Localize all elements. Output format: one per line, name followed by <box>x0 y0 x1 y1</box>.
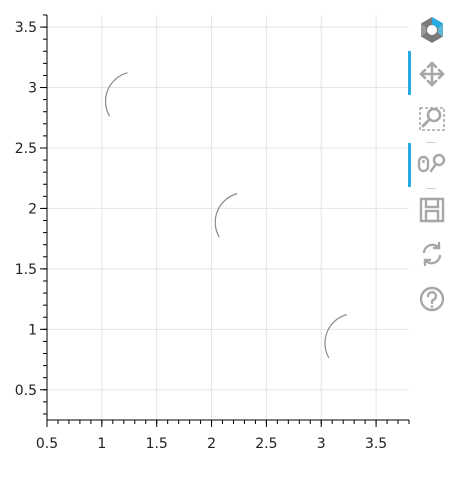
wheel-zoom-icon[interactable] <box>412 143 452 183</box>
toolbar-divider <box>426 142 436 143</box>
y-tick-label: 3 <box>28 81 37 97</box>
reset-arrows-icon[interactable] <box>412 234 452 274</box>
save-disk-icon[interactable] <box>412 190 452 230</box>
x-tick-label: 2 <box>207 436 216 452</box>
data-glyphs <box>105 72 348 359</box>
toolbar-divider <box>426 188 436 189</box>
box-zoom-icon[interactable] <box>412 98 452 138</box>
x-tick-label: 1.5 <box>146 436 168 452</box>
y-tick-label: 2 <box>28 201 37 217</box>
arc-glyph <box>214 193 238 238</box>
y-tick-label: 1 <box>28 322 37 338</box>
y-tick-label: 0.5 <box>15 383 37 399</box>
move-arrows-icon[interactable] <box>412 54 452 94</box>
arc-glyph <box>324 313 348 359</box>
plot-toolbar <box>408 8 454 328</box>
y-tick-label: 1.5 <box>15 262 37 278</box>
x-tick-label: 1 <box>97 436 106 452</box>
x-tick-label: 0.5 <box>36 436 58 452</box>
pan-tool-active-indicator <box>408 51 411 95</box>
bokeh-logo-icon[interactable] <box>412 10 452 50</box>
x-tick-label: 3 <box>317 436 326 452</box>
y-tick-label: 3.5 <box>15 20 37 36</box>
grid-lines <box>46 15 409 420</box>
x-tick-label: 2.5 <box>255 436 277 452</box>
y-tick-label: 2.5 <box>15 141 37 157</box>
axes: 0.5 1 1.5 2 2.5 3 3.5 0.5 1 1.5 2 2.5 3 3.5 <box>15 14 410 452</box>
x-tick-label: 3.5 <box>365 436 387 452</box>
wheel-zoom-tool-active-indicator <box>408 143 411 187</box>
arc-glyph <box>105 72 128 117</box>
help-question-icon[interactable] <box>412 279 452 319</box>
